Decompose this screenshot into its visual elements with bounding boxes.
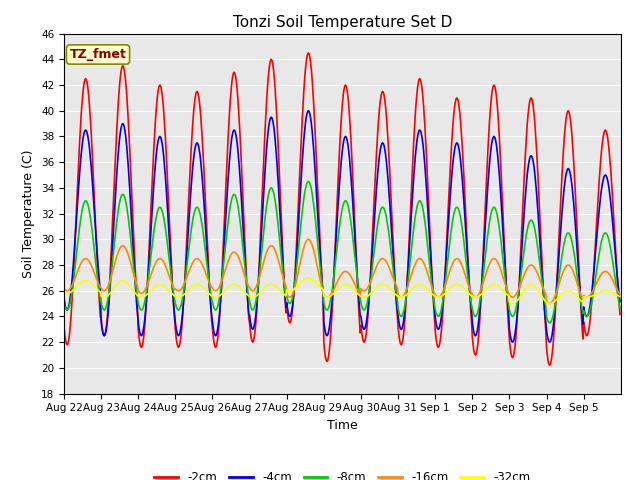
-8cm xyxy=(70,274,78,279)
-8cm xyxy=(616,305,624,311)
X-axis label: Time: Time xyxy=(327,419,358,432)
Line: -16cm: -16cm xyxy=(64,240,620,304)
-16cm xyxy=(410,263,418,269)
-32cm xyxy=(70,287,78,292)
-8cm xyxy=(427,271,435,276)
-16cm xyxy=(213,287,221,293)
-32cm xyxy=(427,289,435,295)
-32cm xyxy=(305,275,312,281)
-2cm xyxy=(410,128,418,133)
-4cm xyxy=(427,252,435,258)
Line: -32cm: -32cm xyxy=(64,278,620,304)
Text: TZ_fmet: TZ_fmet xyxy=(70,48,127,61)
-16cm xyxy=(60,286,68,291)
-8cm xyxy=(213,305,221,311)
Y-axis label: Soil Temperature (C): Soil Temperature (C) xyxy=(22,149,35,278)
-32cm xyxy=(509,300,516,307)
-16cm xyxy=(305,237,312,242)
-4cm xyxy=(60,295,68,301)
-4cm xyxy=(184,237,191,242)
Legend: -2cm, -4cm, -8cm, -16cm, -32cm: -2cm, -4cm, -8cm, -16cm, -32cm xyxy=(150,466,535,480)
-16cm xyxy=(546,300,554,307)
-32cm xyxy=(184,288,191,294)
-16cm xyxy=(616,292,624,298)
-4cm xyxy=(213,329,221,335)
-2cm xyxy=(70,260,78,265)
-16cm xyxy=(127,263,135,268)
-2cm xyxy=(213,340,221,346)
-8cm xyxy=(546,320,554,326)
-2cm xyxy=(127,180,135,186)
-4cm xyxy=(305,108,312,114)
Line: -8cm: -8cm xyxy=(64,181,620,323)
-4cm xyxy=(509,339,516,345)
-2cm xyxy=(184,216,191,222)
-8cm xyxy=(184,256,191,262)
-2cm xyxy=(427,243,435,249)
-4cm xyxy=(70,252,78,257)
Title: Tonzi Soil Temperature Set D: Tonzi Soil Temperature Set D xyxy=(233,15,452,30)
-8cm xyxy=(60,300,68,306)
-32cm xyxy=(410,284,418,290)
-4cm xyxy=(410,166,418,172)
-32cm xyxy=(127,285,135,290)
-8cm xyxy=(127,242,135,248)
Line: -2cm: -2cm xyxy=(64,53,620,365)
-2cm xyxy=(546,362,554,368)
-16cm xyxy=(427,280,435,286)
-32cm xyxy=(60,289,68,295)
-4cm xyxy=(616,299,624,305)
-2cm xyxy=(60,324,68,330)
-4cm xyxy=(127,213,135,219)
-2cm xyxy=(616,312,624,317)
-8cm xyxy=(305,179,312,184)
-16cm xyxy=(70,278,78,284)
-32cm xyxy=(616,294,624,300)
-2cm xyxy=(305,50,312,56)
Line: -4cm: -4cm xyxy=(64,111,620,342)
-32cm xyxy=(213,294,221,300)
-16cm xyxy=(184,272,191,277)
-8cm xyxy=(410,220,418,226)
